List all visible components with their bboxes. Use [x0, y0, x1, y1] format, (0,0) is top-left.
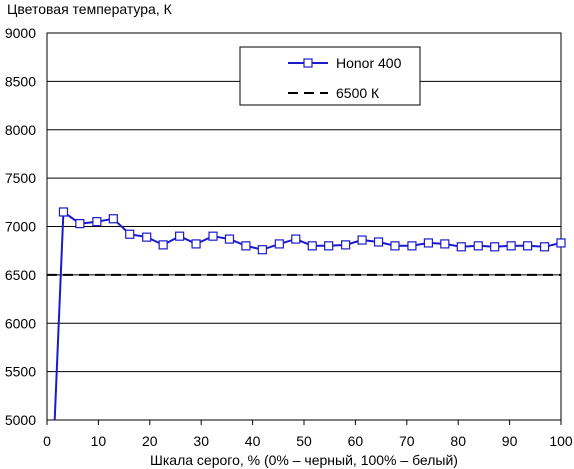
data-point	[390, 241, 400, 251]
x-tick-label: 80	[450, 433, 466, 449]
x-axis-label: Шкала серого, % (0% – черный, 100% – бел…	[150, 452, 458, 468]
x-tick-label: 40	[245, 433, 261, 449]
data-point	[556, 238, 566, 248]
x-tick-label: 20	[142, 433, 158, 449]
legend-marker-honor	[303, 58, 313, 68]
y-axis-label: Цветовая температура, К	[7, 1, 173, 17]
data-point	[456, 242, 466, 252]
x-tick-label: 30	[193, 433, 209, 449]
data-point	[357, 235, 367, 245]
data-point	[125, 229, 135, 239]
y-tick-label: 8000	[5, 122, 36, 138]
data-point	[208, 231, 218, 241]
legend: Honor 400 6500 К	[239, 46, 421, 106]
series-layer	[47, 207, 566, 421]
y-tick-labels: 5000 5500 6000 6500 7000 7500 8000 8500 9000	[5, 25, 36, 428]
x-tick-labels: 0 10 20 30 40 50 60 70 80 90 100	[43, 420, 573, 449]
y-tick-label: 5000	[5, 412, 36, 428]
y-tick-label: 6000	[5, 315, 36, 331]
y-tick-label: 5500	[5, 364, 36, 380]
y-tick-label: 9000	[5, 25, 36, 41]
data-point	[291, 234, 301, 244]
data-point	[440, 239, 450, 249]
data-point	[108, 214, 118, 224]
legend-label-6500: 6500 К	[336, 85, 380, 101]
y-tick-label: 7500	[5, 170, 36, 186]
data-point	[92, 217, 102, 227]
data-point	[241, 241, 251, 251]
data-point	[158, 240, 168, 250]
x-tick-label: 90	[502, 433, 518, 449]
y-tick-label: 6500	[5, 267, 36, 283]
data-point	[407, 241, 417, 251]
data-point	[75, 218, 85, 229]
x-tick-label: 0	[43, 433, 51, 449]
data-point	[506, 241, 516, 251]
legend-label-honor: Honor 400	[336, 55, 402, 71]
data-point	[58, 207, 69, 217]
data-point	[307, 241, 317, 251]
y-tick-label: 8500	[5, 73, 36, 89]
grid-lines	[47, 80, 561, 373]
data-point	[224, 234, 235, 244]
data-point	[324, 241, 334, 251]
data-point	[539, 242, 550, 252]
data-point	[257, 245, 267, 255]
y-tick-label: 7000	[5, 219, 36, 235]
data-point	[175, 231, 185, 241]
data-point	[423, 238, 433, 248]
data-point	[274, 239, 284, 249]
data-point	[373, 237, 384, 247]
x-tick-label: 100	[549, 433, 573, 449]
data-point	[490, 242, 500, 252]
legend-box	[239, 46, 421, 106]
data-point	[341, 240, 351, 250]
x-tick-label: 60	[348, 433, 364, 449]
data-point	[473, 241, 483, 251]
data-point	[142, 232, 152, 242]
x-tick-label: 50	[296, 433, 312, 449]
data-point	[522, 241, 533, 251]
data-point	[191, 239, 201, 249]
x-tick-label: 10	[91, 433, 107, 449]
x-tick-label: 70	[399, 433, 415, 449]
